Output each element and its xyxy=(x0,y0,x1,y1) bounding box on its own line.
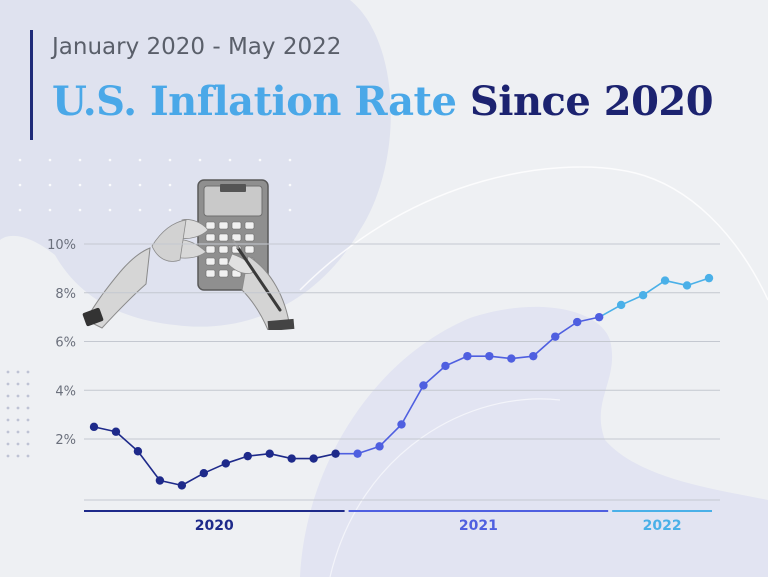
data-point xyxy=(419,381,428,390)
series-line-2021 xyxy=(357,316,600,455)
data-point xyxy=(507,354,516,363)
series-lines xyxy=(93,277,710,487)
y-axis-tick-labels: 2% 4% 6% 8% 10% xyxy=(47,238,76,448)
data-point xyxy=(638,291,648,300)
data-point xyxy=(111,427,121,436)
data-point xyxy=(309,454,318,463)
y-tick-label: 10% xyxy=(47,238,76,253)
data-point xyxy=(594,312,604,322)
data-point xyxy=(265,449,274,458)
y-tick-label: 6% xyxy=(55,336,76,351)
data-point xyxy=(660,276,670,285)
data-point xyxy=(682,281,692,290)
title-part-dark: Since 2020 xyxy=(469,78,714,125)
data-point xyxy=(463,351,472,361)
page-subtitle: January 2020 - May 2022 xyxy=(52,34,342,60)
data-point xyxy=(573,317,582,327)
page-title: U.S. Inflation Rate Since 2020 xyxy=(52,78,714,125)
data-point xyxy=(331,449,340,458)
data-point xyxy=(485,351,494,361)
title-accent-bar xyxy=(30,30,33,140)
data-point xyxy=(221,459,230,468)
data-point xyxy=(441,361,450,371)
gridlines xyxy=(84,243,720,501)
data-point xyxy=(375,442,384,451)
year-axis: 2020 2021 2022 xyxy=(84,510,712,534)
data-point xyxy=(287,454,296,463)
calculator-illustration xyxy=(82,179,295,330)
series-points xyxy=(89,273,714,490)
y-tick-label: 8% xyxy=(55,287,76,302)
year-label: 2022 xyxy=(643,518,682,534)
data-point xyxy=(704,273,714,283)
data-point xyxy=(551,332,560,341)
data-point xyxy=(199,468,209,478)
year-label: 2021 xyxy=(459,518,498,534)
y-tick-label: 2% xyxy=(55,433,76,448)
series-line-2020 xyxy=(93,426,336,487)
data-point xyxy=(353,449,362,458)
data-point xyxy=(155,476,165,485)
y-tick-label: 4% xyxy=(55,384,76,399)
title-part-light: U.S. Inflation Rate xyxy=(52,78,457,125)
data-point xyxy=(397,420,406,429)
data-point xyxy=(616,300,626,310)
data-point xyxy=(529,351,538,361)
data-point xyxy=(243,451,252,461)
year-label: 2020 xyxy=(195,518,234,534)
data-point xyxy=(133,447,143,456)
data-point xyxy=(177,481,187,490)
data-point xyxy=(89,422,99,432)
